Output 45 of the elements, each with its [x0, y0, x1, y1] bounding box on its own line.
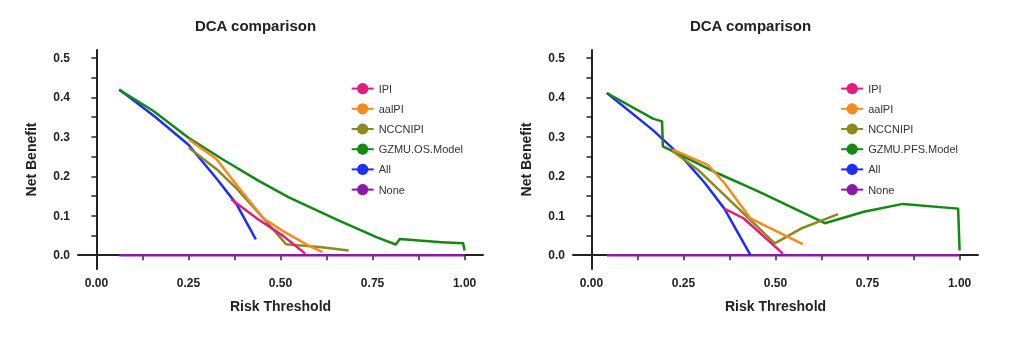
y-tick-label: 0.0 — [548, 248, 566, 263]
y-tick-label: 0.5 — [548, 50, 566, 65]
line-series — [605, 91, 961, 252]
x-tick-label: 0.25 — [671, 276, 696, 290]
x-tick-label: 0.25 — [176, 276, 201, 290]
x-tick-label: 0.00 — [84, 276, 109, 290]
x-tick-label: 0.75 — [360, 276, 385, 290]
line-series — [671, 148, 804, 246]
y-tick-label: 0.2 — [53, 169, 71, 184]
line-series — [229, 197, 307, 255]
legend-label: NCCNIPI — [868, 123, 914, 135]
x-tick-label: 0.50 — [268, 276, 293, 290]
line-series — [187, 138, 324, 254]
legend-label: IPI — [378, 82, 393, 95]
y-tick-label: 0.3 — [53, 129, 71, 144]
y-axis-title: Net Benefit — [23, 122, 39, 197]
y-tick-label: 0.1 — [53, 208, 71, 223]
y-tick-label: 0.2 — [548, 169, 566, 184]
legend-label: GZMU.OS.Model — [378, 143, 464, 156]
y-tick-label: 0.5 — [53, 50, 71, 65]
legend-label: All — [868, 163, 881, 176]
y-tick-label: 0.4 — [53, 90, 71, 105]
legend-label: NCCNIPI — [378, 123, 424, 135]
legend-label: IPI — [868, 82, 882, 95]
legend-label: aalPI — [868, 102, 894, 115]
x-tick-label: 0.75 — [855, 276, 880, 290]
y-tick-label: 0.3 — [548, 129, 566, 144]
x-tick-label: 1.00 — [452, 276, 477, 290]
y-axis-title: Net Benefit — [518, 122, 534, 197]
x-tick-label: 0.00 — [579, 276, 604, 290]
legend-label: aalPI — [378, 102, 404, 115]
line-series — [671, 149, 840, 245]
chart-title: DCA comparison — [689, 17, 812, 34]
y-tick-label: 0.1 — [548, 208, 566, 223]
x-tick-label: 0.50 — [763, 276, 788, 290]
x-tick-label: 1.00 — [947, 276, 972, 290]
x-axis-title: Risk Threshold — [229, 298, 332, 314]
chart-title: DCA comparison — [194, 17, 317, 34]
y-tick-label: 0.0 — [53, 248, 71, 263]
legend-label: All — [378, 163, 391, 176]
y-tick-label: 0.4 — [548, 90, 566, 105]
x-axis-title: Risk Threshold — [724, 298, 827, 314]
legend-label: None — [868, 183, 895, 196]
legend-label: GZMU.PFS.Model — [868, 143, 959, 156]
legend-label: None — [378, 183, 405, 196]
